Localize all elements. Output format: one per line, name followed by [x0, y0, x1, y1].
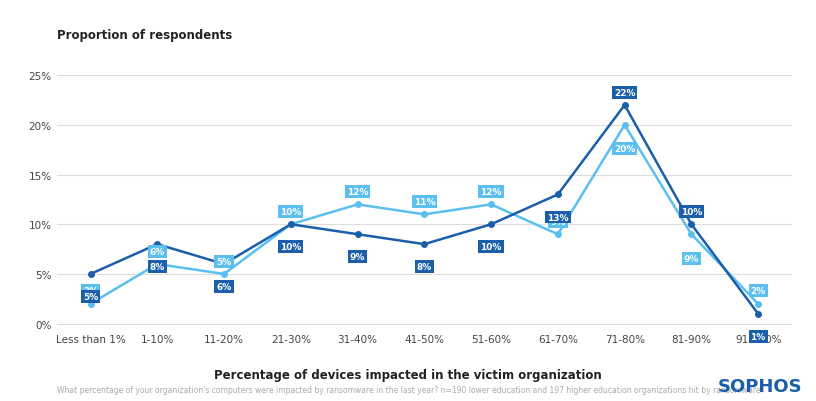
Text: 12%: 12%: [347, 188, 368, 196]
Text: 9%: 9%: [550, 217, 565, 226]
Text: 8%: 8%: [417, 263, 432, 271]
Text: Percentage of devices impacted in the victim organization: Percentage of devices impacted in the vi…: [214, 369, 602, 381]
Text: What percentage of your organization's computers were impacted by ransomware in : What percentage of your organization's c…: [57, 385, 763, 394]
Text: 2%: 2%: [83, 287, 98, 296]
Text: 20%: 20%: [614, 145, 636, 154]
Text: 2%: 2%: [751, 287, 765, 296]
Text: 10%: 10%: [481, 243, 502, 252]
Text: 10%: 10%: [681, 207, 702, 217]
Text: 22%: 22%: [614, 89, 636, 97]
Text: 5%: 5%: [83, 292, 98, 301]
Text: 12%: 12%: [481, 188, 502, 196]
Text: 10%: 10%: [280, 207, 301, 217]
Text: 5%: 5%: [216, 257, 232, 266]
Text: 1%: 1%: [751, 332, 765, 341]
Text: 6%: 6%: [216, 282, 232, 292]
Text: 10%: 10%: [280, 243, 301, 252]
Text: 9%: 9%: [350, 253, 366, 261]
Text: 6%: 6%: [149, 247, 165, 256]
Text: 8%: 8%: [149, 263, 165, 271]
Text: Proportion of respondents: Proportion of respondents: [57, 29, 233, 42]
Text: SOPHOS: SOPHOS: [718, 377, 803, 395]
Text: 9%: 9%: [684, 254, 699, 263]
Text: 11%: 11%: [414, 198, 435, 207]
Text: 13%: 13%: [547, 213, 569, 222]
